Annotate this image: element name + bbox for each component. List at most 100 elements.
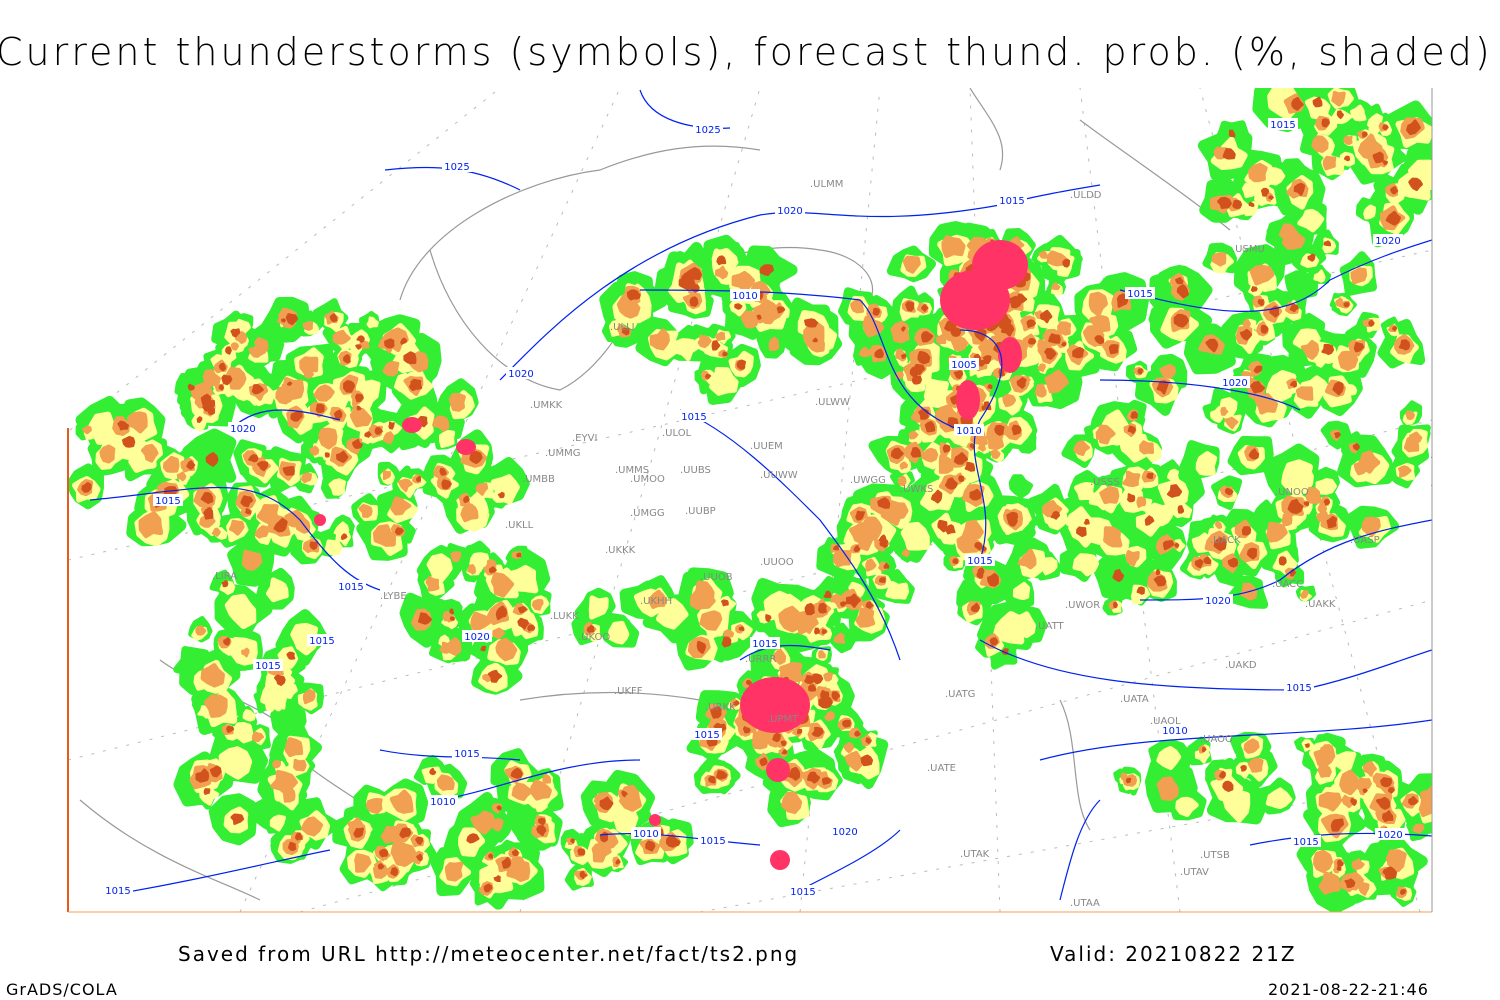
prob-low-area	[1252, 499, 1277, 523]
isobar-label-bg	[1291, 835, 1321, 847]
prob-very-high-area	[205, 452, 219, 467]
prob-high-area	[1099, 486, 1120, 505]
prob-mid-area	[1195, 451, 1218, 476]
prob-very-high-area	[1108, 344, 1119, 355]
prob-very-high-area	[947, 417, 959, 429]
prob-very-high-area	[315, 403, 325, 414]
prob-high-area	[616, 294, 641, 319]
prob-high-area	[254, 337, 269, 355]
station-label: .UWKS	[900, 484, 933, 495]
isobar-line	[1119, 239, 1432, 312]
prob-very-high-area	[353, 827, 364, 838]
prob-high-area	[235, 331, 248, 345]
prob-mid-area	[1315, 478, 1337, 495]
prob-very-high-area	[1399, 889, 1406, 895]
isobar-label-bg	[949, 358, 979, 370]
prob-very-high-area	[716, 770, 726, 780]
prob-high-area	[1224, 416, 1239, 430]
isobar-label-bg	[775, 204, 805, 216]
isobar-line	[1099, 379, 1301, 411]
prob-very-high-area	[689, 296, 699, 307]
prob-mid-area	[1265, 787, 1293, 810]
prob-low-area	[1284, 270, 1319, 300]
prob-high-area	[1305, 486, 1322, 505]
prob-very-high-area	[901, 326, 906, 332]
prob-high-area	[1412, 823, 1425, 834]
isobar-label: 1015	[338, 582, 363, 593]
station-label: .UUOO	[760, 557, 794, 568]
station-label: .UAOL	[1150, 716, 1181, 727]
prob-high-area	[1339, 769, 1361, 796]
isobar-label-bg	[1373, 234, 1403, 246]
prob-very-high-area	[1278, 556, 1287, 566]
isobar-line	[799, 829, 901, 891]
prob-very-high-area	[1408, 795, 1419, 806]
prob-high-area	[1266, 521, 1288, 543]
prob-very-high-area	[1174, 542, 1180, 548]
prob-high-area	[211, 527, 221, 537]
isobar-line	[679, 409, 901, 661]
isobar-label: 1015	[790, 887, 815, 898]
prob-very-high-area	[1127, 425, 1136, 435]
isobar-label: 1015	[999, 196, 1024, 207]
station-label: .UKOO	[578, 632, 610, 643]
prob-very-high-area	[1062, 258, 1071, 268]
prob-mid-area	[923, 378, 950, 408]
prob-very-high-area	[1380, 777, 1392, 788]
prob-high-area	[1350, 267, 1368, 285]
prob-very-high-area	[1391, 326, 1398, 332]
isobar-label-bg	[788, 885, 818, 897]
prob-very-high-area	[1312, 96, 1323, 108]
prob-very-high-area	[910, 447, 921, 458]
prob-high-area	[843, 741, 855, 754]
prob-very-high-area	[488, 853, 494, 859]
prob-very-high-area	[818, 602, 827, 614]
station-label: .UWGG	[850, 475, 886, 486]
prob-very-high-area	[1222, 780, 1234, 793]
prob-high-area	[1403, 437, 1420, 453]
prob-very-high-area	[1061, 342, 1067, 347]
prob-high-area	[899, 461, 909, 470]
prob-very-high-area	[874, 348, 884, 359]
prob-very-high-area	[721, 599, 729, 607]
prob-high-area	[511, 782, 533, 802]
station-label: .EYVI	[572, 433, 597, 444]
prob-very-high-area	[285, 313, 299, 326]
prob-high-area	[530, 779, 552, 801]
prob-high-area	[444, 637, 462, 656]
prob-very-high-area	[942, 444, 951, 453]
prob-high-area	[1159, 363, 1176, 379]
prob-very-high-area	[117, 420, 130, 431]
prob-mid-area	[1210, 406, 1225, 424]
prob-very-high-area	[872, 307, 880, 316]
station-label: .UMGG	[630, 508, 665, 519]
prob-mid-area	[348, 339, 363, 356]
prob-very-high-area	[203, 508, 214, 520]
prob-very-high-area	[1039, 309, 1053, 324]
prob-high-area	[1089, 315, 1111, 333]
isobar-label: 1020	[1375, 236, 1400, 247]
isobar-line	[379, 749, 521, 761]
prob-very-high-area	[570, 838, 575, 844]
prob-very-high-area	[221, 374, 233, 386]
coastline	[969, 88, 1004, 171]
prob-high-area	[470, 611, 492, 633]
station-label: .UTAA	[1070, 898, 1100, 909]
prob-high-area	[1343, 135, 1353, 146]
prob-very-high-area	[1155, 569, 1161, 576]
prob-very-high-area	[1177, 505, 1185, 514]
prob-mid-area	[1072, 553, 1100, 577]
isobar-line	[229, 409, 341, 431]
prob-very-high-area	[831, 691, 841, 701]
isobar-label-bg	[153, 494, 183, 506]
prob-high-area	[1136, 496, 1147, 509]
prob-very-high-area	[860, 754, 874, 767]
station-label: .UMBB	[522, 474, 555, 485]
isobar-labels: 1025 1025 1020 1020 1020 1020 1020 1020 1020 1020…	[103, 118, 1405, 898]
station-label: .UNNT	[1430, 450, 1462, 461]
prob-very-high-area	[378, 848, 389, 858]
prob-high-area	[858, 346, 872, 357]
thunderstorm-symbol-cluster	[956, 380, 980, 420]
prob-high-area	[490, 572, 515, 598]
